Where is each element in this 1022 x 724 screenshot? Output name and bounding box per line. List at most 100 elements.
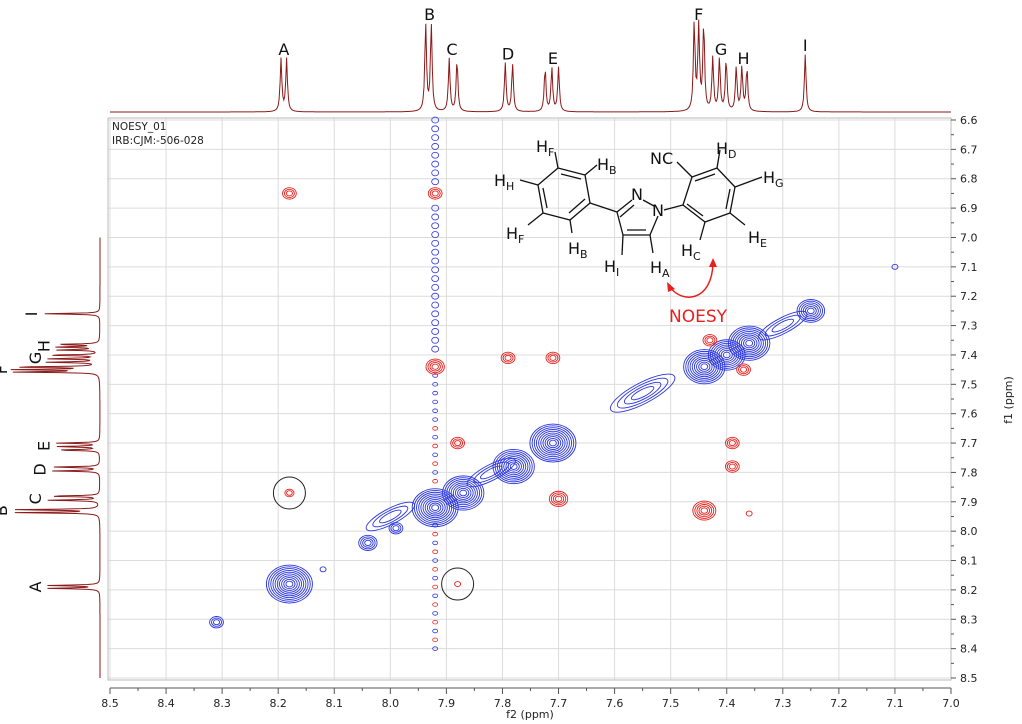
y-tick-label: 6.9 <box>960 202 978 215</box>
contour-level <box>616 377 669 409</box>
contour-level <box>734 330 764 356</box>
contour-level <box>554 495 563 502</box>
contour-level <box>544 436 562 450</box>
contour-level <box>802 304 819 318</box>
contour-level <box>740 366 748 373</box>
contour-level <box>696 504 713 518</box>
top-peak-label: G <box>715 40 727 59</box>
contour-level <box>630 386 655 401</box>
contour-level <box>728 440 736 447</box>
contour-level <box>429 361 441 372</box>
t1-noise-contour <box>432 549 439 554</box>
t1-noise-contour <box>431 116 440 124</box>
diagonal-peak <box>683 349 726 385</box>
t1-noise-contour <box>431 134 440 142</box>
contour-level <box>379 509 402 524</box>
contour-level <box>284 488 295 498</box>
arrow-head-left-icon <box>667 282 675 292</box>
x-axis-label: f2 (ppm) <box>506 708 554 721</box>
label-hf-bottom: HF <box>506 224 524 246</box>
y-tick-label: 7.1 <box>960 261 978 274</box>
cross-peak <box>724 436 740 450</box>
t1-noise-contour <box>432 470 439 475</box>
t1-noise-contour <box>431 178 440 186</box>
contour-level <box>442 475 485 511</box>
contour-level <box>738 365 749 375</box>
top-peak-label: E <box>548 49 558 68</box>
contour-level <box>730 327 769 359</box>
y-tick-label: 7.7 <box>960 437 978 450</box>
x-tick-label: 7.3 <box>774 697 792 710</box>
t1-noise-contour <box>431 266 440 274</box>
contour-level <box>694 502 715 519</box>
contour-level <box>413 490 457 526</box>
label-hf-top: HF <box>536 137 554 159</box>
contour-level <box>502 353 514 363</box>
contour-level <box>504 354 512 361</box>
diagonal-peak <box>796 299 826 323</box>
t1-noise-contour <box>432 461 439 466</box>
contour-level <box>732 329 766 358</box>
contour-level <box>459 489 468 497</box>
y-tick-label: 8.3 <box>960 613 978 626</box>
label-hb-bottom: HB <box>568 239 588 261</box>
x-tick-label: 8.2 <box>269 697 287 710</box>
t1-noise-contour <box>432 593 439 598</box>
y-tick-label: 7.9 <box>960 496 978 509</box>
top-spectrum-trace <box>110 19 951 113</box>
contour-level <box>724 436 740 450</box>
cross-peak <box>545 351 561 365</box>
contour-level <box>446 478 481 507</box>
t1-noise-contour <box>431 169 440 177</box>
contour-level <box>427 360 443 374</box>
contour-level <box>268 566 311 602</box>
contour-level <box>796 299 826 323</box>
t1-noise-contour <box>431 239 440 247</box>
diagonal-ridge <box>609 373 676 413</box>
diagonal-peak <box>492 448 535 485</box>
x-tick-label: 8.0 <box>382 697 400 710</box>
contour-level <box>358 534 378 551</box>
t1-noise-contour <box>432 567 439 572</box>
contour-level <box>278 575 300 593</box>
y-tick-label: 7.6 <box>960 408 978 421</box>
x-tick-label: 8.4 <box>157 697 175 710</box>
x-tick-label: 7.7 <box>550 697 568 710</box>
x-tick-label: 8.5 <box>101 697 119 710</box>
contour-level <box>550 492 567 506</box>
x-tick-label: 8.1 <box>326 697 344 710</box>
t1-noise-contour <box>431 292 440 300</box>
contour-level <box>390 523 402 533</box>
t1-noise-contour <box>432 575 439 581</box>
top-peak-label: H <box>738 49 750 68</box>
contour-level <box>798 300 823 322</box>
contour-level <box>276 573 303 595</box>
contour-level <box>743 338 756 349</box>
contour-layer <box>209 116 899 651</box>
contour-level <box>706 337 714 344</box>
contour-level <box>724 460 740 473</box>
contour-level <box>891 263 899 270</box>
t1-noise-contour <box>431 143 440 150</box>
cross-peak <box>500 351 516 365</box>
contour-level <box>804 305 817 316</box>
contour-level <box>549 354 557 361</box>
contour-level <box>494 450 533 483</box>
t1-noise-contour <box>432 584 439 590</box>
contour-level <box>764 314 801 337</box>
t1-noise-contour <box>431 213 440 221</box>
t1-noise-contour <box>432 646 439 651</box>
t1-noise-contour <box>432 452 439 457</box>
contour-level <box>740 336 758 351</box>
label-hi: HI <box>604 257 619 279</box>
diagonal-peak <box>209 616 224 629</box>
y-tick-label: 7.3 <box>960 320 978 333</box>
y-tick-label: 7.0 <box>960 231 978 244</box>
contour-level <box>422 497 448 519</box>
contour-level <box>473 461 510 484</box>
contour-level <box>685 350 724 383</box>
label-n1: N <box>652 201 664 220</box>
x-tick-label: 7.2 <box>830 697 848 710</box>
contour-level <box>714 344 740 366</box>
t1-noise-contour <box>432 434 439 440</box>
